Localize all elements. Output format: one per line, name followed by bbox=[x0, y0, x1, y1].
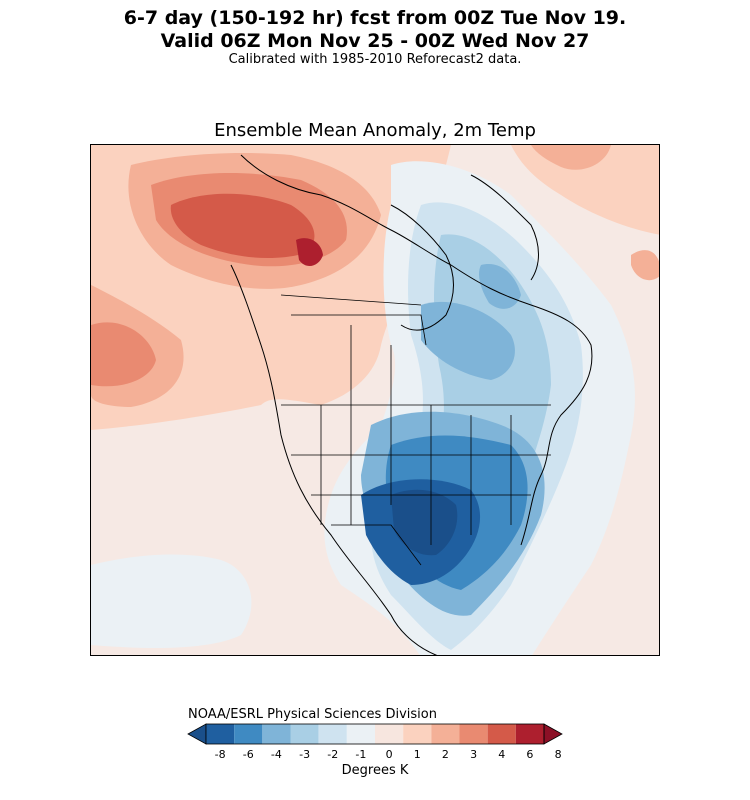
figure-title-line1: 6-7 day (150-192 hr) fcst from 00Z Tue N… bbox=[123, 7, 627, 29]
colorbar-swatch bbox=[459, 724, 488, 744]
anomaly-area bbox=[91, 322, 156, 387]
colorbar-swatch bbox=[515, 724, 544, 744]
colorbar bbox=[187, 723, 563, 745]
anomaly-area bbox=[391, 489, 458, 556]
colorbar-tick-label: 1 bbox=[413, 748, 421, 761]
colorbar-tick-label: -4 bbox=[270, 748, 282, 761]
colorbar-tick-label: -1 bbox=[355, 748, 367, 761]
colorbar-tick-label: -8 bbox=[214, 748, 226, 761]
colorbar-extend-high bbox=[543, 723, 563, 745]
colorbar-tick-label: 3 bbox=[470, 748, 478, 761]
colorbar-tick-label: -2 bbox=[327, 748, 339, 761]
colorbar-tick-label: 0 bbox=[385, 748, 393, 761]
colorbar-swatch bbox=[375, 724, 404, 744]
borders bbox=[280, 294, 551, 566]
colorbar-swatch bbox=[487, 724, 516, 744]
colorbar-swatch bbox=[318, 724, 347, 744]
map-title: Ensemble Mean Anomaly, 2m Temp bbox=[214, 120, 536, 141]
anomaly-area bbox=[91, 554, 252, 648]
anomaly-map-svg bbox=[91, 145, 659, 655]
anomaly-area bbox=[296, 238, 323, 267]
anomaly-area bbox=[531, 145, 611, 170]
anomaly-area bbox=[421, 301, 515, 380]
figure-title-line2: Valid 06Z Mon Nov 25 - 00Z Wed Nov 27 bbox=[160, 30, 590, 52]
colorbar-extend-low bbox=[187, 723, 207, 745]
colorbar-swatch bbox=[234, 724, 263, 744]
colorbar-tick-label: -3 bbox=[299, 748, 311, 761]
colorbar-tick-label: 2 bbox=[441, 748, 449, 761]
colorbar-swatch bbox=[290, 724, 319, 744]
colorbar-swatch bbox=[262, 724, 291, 744]
coastlines bbox=[230, 154, 593, 655]
colorbar-swatch bbox=[206, 724, 235, 744]
colorbar-swatch bbox=[431, 724, 460, 744]
anomaly-area bbox=[170, 193, 315, 259]
anomaly-area bbox=[511, 145, 659, 235]
colorbar-tick-label: 4 bbox=[498, 748, 506, 761]
credit-text: NOAA/ESRL Physical Sciences Division bbox=[188, 707, 437, 722]
colorbar-tick-label: -6 bbox=[242, 748, 254, 761]
colorbar-swatch bbox=[403, 724, 432, 744]
colorbar-tick-label: 6 bbox=[526, 748, 534, 761]
anomaly-map bbox=[90, 144, 660, 656]
colorbar-label: Degrees K bbox=[341, 763, 409, 778]
colorbar-swatch bbox=[346, 724, 375, 744]
figure-subtitle: Calibrated with 1985-2010 Reforecast2 da… bbox=[228, 52, 522, 67]
colorbar-tick-label: 8 bbox=[554, 748, 562, 761]
anomaly-area bbox=[631, 250, 659, 281]
colorbar-outline bbox=[205, 723, 545, 745]
